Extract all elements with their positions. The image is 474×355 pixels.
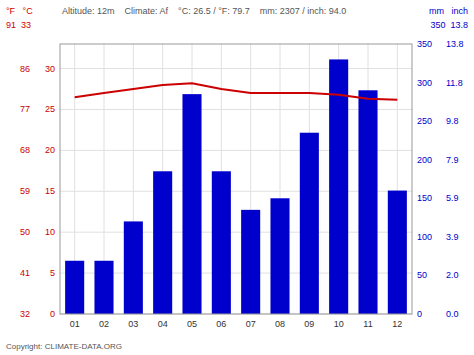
plot-frame — [60, 44, 412, 314]
bar — [329, 59, 348, 314]
x-tick-label: 07 — [246, 319, 256, 329]
background — [0, 0, 474, 355]
x-tick-label: 08 — [275, 319, 285, 329]
y3-tick-label: 68 — [20, 145, 30, 155]
y-tick-label: 0 — [50, 309, 55, 319]
y-tick-label: 10 — [45, 227, 55, 237]
left-unit-header: °F °C — [6, 6, 33, 16]
info-text: Climate: Af — [125, 6, 169, 16]
x-tick-label: 03 — [128, 319, 138, 329]
bar — [358, 90, 377, 314]
y4-tick-label: 11.8 — [446, 78, 463, 88]
y4-tick-label: 5.9 — [446, 193, 459, 203]
y2-tick-label: 50 — [417, 270, 427, 280]
bar — [300, 133, 319, 314]
y3-tick-label: 50 — [20, 227, 30, 237]
bar — [124, 221, 143, 314]
info-text: Altitude: 12m — [62, 6, 115, 16]
info-text: °C: 26.5 / °F: 79.7 — [178, 6, 250, 16]
y4-tick-label: 9.8 — [446, 116, 459, 126]
chart: 0510152025303241505968778605010015020025… — [0, 0, 474, 355]
y2-tick-label: 100 — [417, 232, 432, 242]
x-tick-label: 04 — [158, 319, 168, 329]
bar — [182, 94, 201, 314]
y2-tick-label: 250 — [417, 116, 432, 126]
line — [75, 83, 398, 99]
y-tick-label: 25 — [45, 104, 55, 114]
x-tick-label: 05 — [187, 319, 197, 329]
y3-tick-label: 41 — [20, 268, 30, 278]
header: °F °C mm inch 91 33 350 13.8 Copyright: CLIM… — [6, 6, 468, 351]
x-tick-label: 02 — [99, 319, 109, 329]
grid — [60, 44, 412, 314]
info-text: mm: 2307 / inch: 94.0 — [260, 6, 347, 16]
x-tick-label: 01 — [70, 319, 80, 329]
x-tick-label: 06 — [216, 319, 226, 329]
bar — [212, 171, 231, 314]
y4-tick-label: 2.0 — [446, 270, 459, 280]
y-tick-label: 30 — [45, 64, 55, 74]
plot-area — [65, 59, 407, 314]
y2-tick-label: 350 — [417, 39, 432, 49]
copyright: Copyright: CLIMATE-DATA.ORG — [6, 342, 122, 351]
y-grid-line — [60, 68, 412, 69]
y4-tick-label: 13.8 — [446, 39, 464, 49]
y2-tick-label: 0 — [417, 309, 422, 319]
y4-tick-label: 0.0 — [446, 309, 459, 319]
bar — [94, 261, 113, 314]
y2-tick-label: 300 — [417, 78, 432, 88]
y-tick-label: 15 — [45, 186, 55, 196]
bar — [270, 198, 289, 314]
y3-tick-label: 77 — [20, 104, 30, 114]
y2-tick-label: 200 — [417, 155, 432, 165]
y4-tick-label: 3.9 — [446, 232, 459, 242]
axes: 0510152025303241505968778605010015020025… — [20, 39, 464, 329]
y3-tick-label: 59 — [20, 186, 30, 196]
bar — [153, 171, 172, 314]
y3-tick-label: 86 — [20, 64, 30, 74]
x-tick-label: 11 — [363, 319, 372, 329]
bar — [65, 261, 84, 314]
y3-tick-label: 32 — [20, 309, 30, 319]
y-tick-label: 20 — [45, 145, 55, 155]
left-max-header: 91 33 — [6, 20, 31, 30]
y-tick-label: 5 — [50, 268, 55, 278]
bar — [241, 210, 260, 314]
x-tick-label: 09 — [304, 319, 314, 329]
y2-tick-label: 150 — [417, 193, 432, 203]
y4-tick-label: 7.9 — [446, 155, 459, 165]
x-tick-label: 10 — [334, 319, 344, 329]
right-max-header: 350 13.8 — [430, 20, 468, 30]
right-unit-header: mm inch — [429, 6, 468, 16]
x-tick-label: 12 — [392, 319, 402, 329]
bar — [388, 191, 407, 314]
